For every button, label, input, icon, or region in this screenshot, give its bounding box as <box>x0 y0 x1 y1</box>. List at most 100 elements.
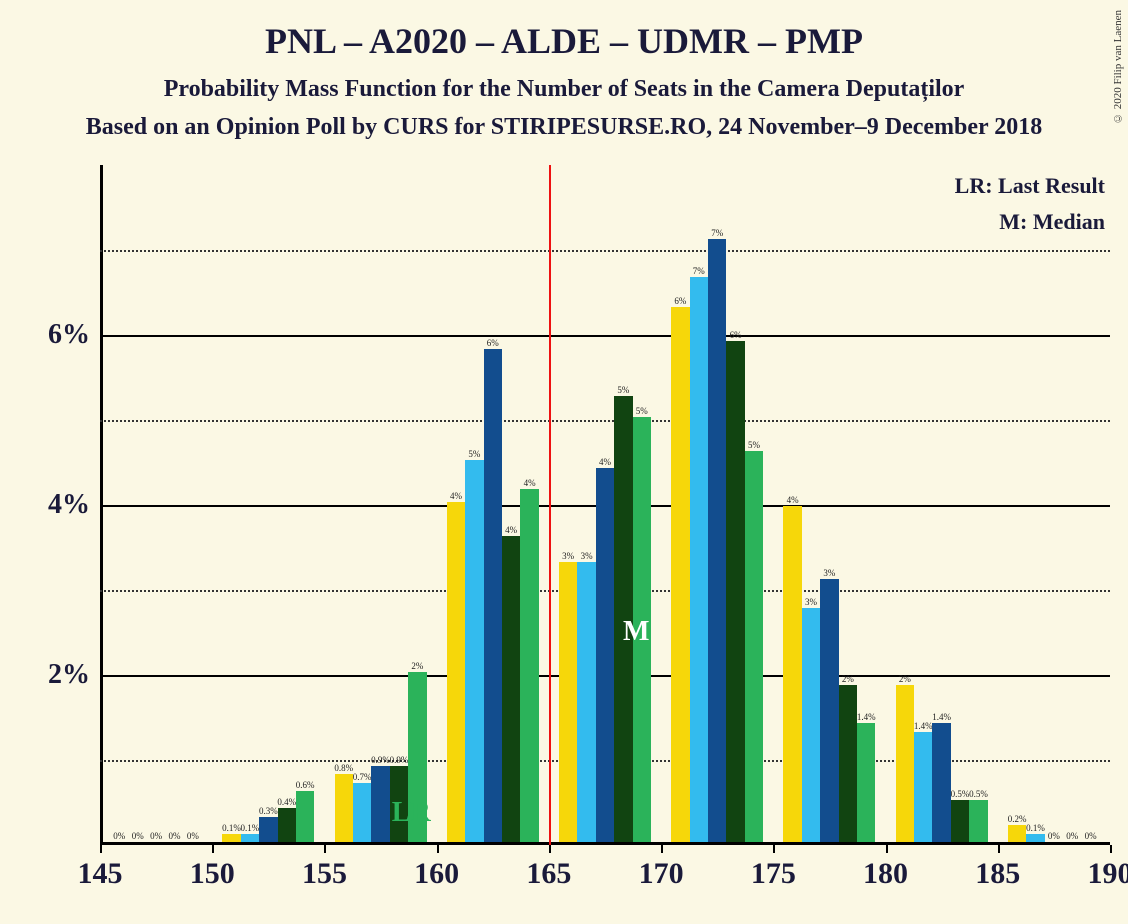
legend-lr: LR: Last Result <box>955 173 1105 199</box>
x-tick-mark <box>998 845 1000 853</box>
bar-value-label: 7% <box>693 266 705 276</box>
bar: 4% <box>596 468 614 842</box>
bar: 4% <box>783 506 801 842</box>
bar: 0.1% <box>241 834 259 843</box>
bar-value-label: 6% <box>730 330 742 340</box>
bar-value-label: 3% <box>562 551 574 561</box>
bar-value-label: 4% <box>524 478 536 488</box>
bar-value-label: 0% <box>1066 831 1078 841</box>
bar-value-label: 3% <box>805 597 817 607</box>
bar: 0.5% <box>951 800 969 843</box>
bar-value-label: 5% <box>636 406 648 416</box>
bar-value-label: 4% <box>599 457 611 467</box>
bar-value-label: 0% <box>169 831 181 841</box>
bar: 3% <box>577 562 595 843</box>
bar: 1.4% <box>857 723 875 842</box>
x-tick-label: 170 <box>639 857 684 891</box>
gridline-minor <box>100 420 1110 422</box>
bar-value-label: 5% <box>748 440 760 450</box>
bar: 2% <box>839 685 857 842</box>
x-tick-mark <box>1110 845 1112 853</box>
bar: 7% <box>690 277 708 842</box>
bar: 4% <box>520 489 538 842</box>
bar-value-label: 3% <box>823 568 835 578</box>
bar-value-label: 0.4% <box>277 797 296 807</box>
bar-value-label: 0% <box>132 831 144 841</box>
bar: 0.2% <box>1008 825 1026 842</box>
bar: 0.4% <box>278 808 296 842</box>
chart-container: PNL – A2020 – ALDE – UDMR – PMP Probabil… <box>0 0 1128 924</box>
bar-value-label: 0.9% <box>390 755 409 765</box>
bar: 0.9% <box>371 766 389 843</box>
lr-annotation: LR <box>392 797 431 829</box>
bar: 7% <box>708 239 726 843</box>
bar-value-label: 0% <box>187 831 199 841</box>
bar-value-label: 0.5% <box>969 789 988 799</box>
x-axis <box>100 842 1110 845</box>
y-tick-label: 4% <box>30 489 90 521</box>
bar: 0.6% <box>296 791 314 842</box>
bar-value-label: 7% <box>711 228 723 238</box>
bar: 1.4% <box>914 732 932 843</box>
bar-value-label: 0.1% <box>241 823 260 833</box>
bar: 3% <box>559 562 577 843</box>
bar-value-label: 5% <box>617 385 629 395</box>
chart-subtitle-2: Based on an Opinion Poll by CURS for STI… <box>0 114 1128 141</box>
gridline-major <box>100 335 1110 337</box>
bar-value-label: 0% <box>150 831 162 841</box>
x-tick-label: 160 <box>414 857 459 891</box>
x-tick-mark <box>661 845 663 853</box>
last-result-line <box>549 165 551 845</box>
bar: 1.4% <box>932 723 950 842</box>
bar-value-label: 2% <box>899 674 911 684</box>
bar-value-label: 0.5% <box>951 789 970 799</box>
bar: 0.5% <box>969 800 987 843</box>
bar: 3% <box>820 579 838 843</box>
x-tick-label: 155 <box>302 857 347 891</box>
bar-value-label: 0.3% <box>259 806 278 816</box>
bar: 0.1% <box>222 834 240 843</box>
bar-value-label: 0.9% <box>371 755 390 765</box>
bar-value-label: 0% <box>113 831 125 841</box>
bar: 6% <box>484 349 502 842</box>
bar-value-label: 4% <box>787 495 799 505</box>
bar-value-label: 2% <box>842 674 854 684</box>
bar: 6% <box>671 307 689 843</box>
bar-value-label: 4% <box>450 491 462 501</box>
bar: 5% <box>745 451 763 842</box>
bar: 0.3% <box>259 817 277 843</box>
bar: 5% <box>465 460 483 843</box>
bar-value-label: 0.1% <box>222 823 241 833</box>
x-tick-mark <box>212 845 214 853</box>
bar-value-label: 0.1% <box>1026 823 1045 833</box>
x-tick-label: 145 <box>78 857 123 891</box>
legend-m: M: Median <box>999 209 1105 235</box>
bar: 0.7% <box>353 783 371 843</box>
bar-value-label: 1.4% <box>914 721 933 731</box>
x-tick-mark <box>886 845 888 853</box>
x-tick-label: 190 <box>1088 857 1128 891</box>
x-tick-label: 180 <box>863 857 908 891</box>
x-tick-mark <box>437 845 439 853</box>
x-tick-label: 150 <box>190 857 235 891</box>
bar-value-label: 0.7% <box>353 772 372 782</box>
bar-value-label: 0.8% <box>334 763 353 773</box>
bar-value-label: 3% <box>581 551 593 561</box>
x-tick-mark <box>100 845 102 853</box>
x-tick-label: 185 <box>975 857 1020 891</box>
bar-value-label: 1.4% <box>932 712 951 722</box>
bar: 0.1% <box>1026 834 1044 843</box>
bar-value-label: 0% <box>1048 831 1060 841</box>
bar-value-label: 6% <box>674 296 686 306</box>
bar-value-label: 0.2% <box>1008 814 1027 824</box>
chart-subtitle-1: Probability Mass Function for the Number… <box>0 76 1128 103</box>
bar-value-label: 2% <box>411 661 423 671</box>
bar-value-label: 5% <box>468 449 480 459</box>
bar: 3% <box>802 608 820 842</box>
plot-area: LR: Last Result M: Median 2%4%6%14515015… <box>100 165 1110 845</box>
x-tick-mark <box>549 845 551 853</box>
y-tick-label: 6% <box>30 319 90 351</box>
chart-title: PNL – A2020 – ALDE – UDMR – PMP <box>0 20 1128 62</box>
bar-value-label: 1.4% <box>857 712 876 722</box>
bar: 4% <box>502 536 520 842</box>
